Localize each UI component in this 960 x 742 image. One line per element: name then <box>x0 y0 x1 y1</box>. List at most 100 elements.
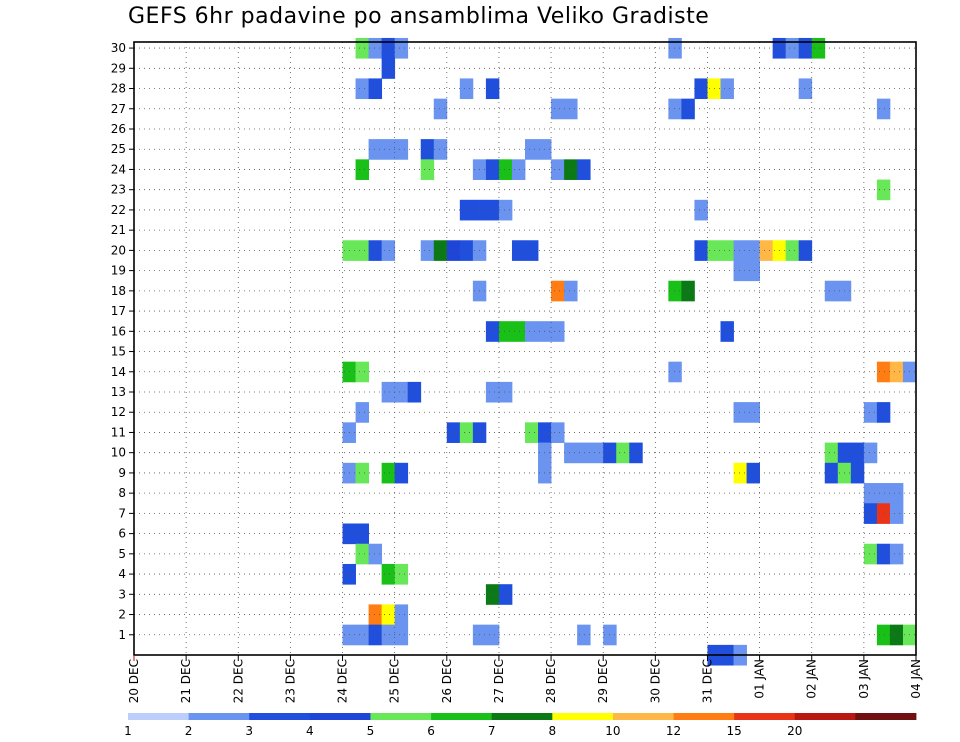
heatmap-cell <box>798 240 813 261</box>
heatmap-cell <box>498 584 513 605</box>
y-tick-label: 5 <box>118 547 126 561</box>
heatmap-cell <box>394 37 409 59</box>
heatmap-cell <box>876 98 891 120</box>
heatmap-cell <box>629 442 643 464</box>
heatmap-cell <box>394 139 409 160</box>
heatmap-cell <box>694 199 708 221</box>
heatmap-cell <box>368 604 383 626</box>
heatmap-cell <box>355 523 369 545</box>
heatmap-cell <box>876 361 891 383</box>
heatmap-cell <box>485 199 500 221</box>
y-tick-label: 25 <box>111 142 126 156</box>
heatmap-cell <box>368 624 383 646</box>
heatmap-cell <box>525 422 539 443</box>
heatmap-cell <box>668 37 682 59</box>
heatmap-cell <box>863 483 878 504</box>
y-tick-label: 11 <box>111 425 126 439</box>
y-tick-label: 10 <box>111 446 126 460</box>
x-tick-label: 03 JAN <box>857 659 871 699</box>
heatmap-cell <box>525 139 539 160</box>
heatmap-cell <box>746 402 760 423</box>
y-tick-label: 4 <box>118 567 126 581</box>
heatmap-cell <box>785 37 800 59</box>
x-tick-label: 28 DEC <box>544 659 558 703</box>
heatmap-cell <box>420 159 435 180</box>
heatmap-cell <box>746 240 760 261</box>
heatmap-cell <box>564 280 578 302</box>
colorbar-label: 4 <box>306 724 314 738</box>
heatmap-cell <box>876 624 891 646</box>
colorbar-label: 12 <box>666 724 681 738</box>
heatmap-cell <box>863 543 878 565</box>
heatmap-cell <box>889 483 904 504</box>
colorbar-swatch <box>673 713 735 720</box>
heatmap-cell <box>498 159 513 180</box>
heatmap-cell <box>459 78 474 100</box>
heatmap-cell <box>863 402 878 423</box>
y-tick-label: 12 <box>111 405 126 419</box>
heatmap-cell <box>590 442 604 464</box>
heatmap-cell <box>720 240 734 261</box>
y-tick-label: 7 <box>118 506 126 520</box>
heatmap-cell <box>485 159 500 180</box>
heatmap-cell <box>746 462 760 484</box>
heatmap-cell <box>746 260 760 282</box>
heatmap-cell <box>368 139 383 160</box>
heatmap-cell <box>446 240 461 261</box>
heatmap-cell <box>368 543 383 565</box>
heatmap-cell <box>394 563 409 585</box>
heatmap-cell <box>733 462 747 484</box>
heatmap-cell <box>381 604 396 626</box>
heatmap-cell <box>355 240 369 261</box>
heatmap-cell <box>759 240 774 261</box>
plot-frame <box>133 41 917 656</box>
colorbar-swatch <box>249 713 311 720</box>
y-tick-label: 24 <box>111 162 126 176</box>
colorbar-label: 8 <box>548 724 556 738</box>
heatmap-cell <box>720 78 734 100</box>
colorbar-swatch <box>128 713 190 720</box>
y-tick-label: 13 <box>111 385 126 399</box>
heatmap-cell <box>381 624 396 646</box>
heatmap-cell <box>889 624 904 646</box>
heatmap-cell <box>824 442 839 464</box>
heatmap-cell <box>577 624 591 646</box>
x-tick-label: 22 DEC <box>231 659 245 703</box>
heatmap-cell <box>394 381 409 403</box>
y-tick-label: 30 <box>111 41 126 55</box>
x-tick-label: 29 DEC <box>596 659 610 703</box>
heatmap-cell <box>381 381 396 403</box>
y-tick-label: 22 <box>111 203 126 217</box>
x-tick-label: 02 JAN <box>805 659 819 699</box>
colorbar-label: 5 <box>367 724 375 738</box>
heatmap-cell <box>485 321 500 342</box>
colorbar-label: 20 <box>787 724 802 738</box>
heatmap-cell <box>485 78 500 100</box>
colorbar-label: 3 <box>245 724 253 738</box>
heatmap-cell <box>720 321 734 342</box>
heatmap-cell <box>811 37 826 59</box>
y-tick-label: 6 <box>118 527 126 541</box>
heatmap-cell <box>381 139 396 160</box>
colorbar-swatch <box>734 713 796 720</box>
heatmap-cell <box>876 402 891 423</box>
heatmap-cell <box>850 442 865 464</box>
heatmap-cell <box>551 422 565 443</box>
y-tick-label: 21 <box>111 223 126 237</box>
colorbar-label: 6 <box>427 724 435 738</box>
heatmap-cell <box>694 240 708 261</box>
y-tick-label: 2 <box>118 608 126 622</box>
heatmap-cell <box>433 139 448 160</box>
colorbar-label: 7 <box>488 724 496 738</box>
colorbar-label: 1 <box>124 724 132 738</box>
heatmap-cell <box>420 139 435 160</box>
heatmap-cell <box>668 280 682 302</box>
heatmap-cell <box>355 37 369 59</box>
heatmap-cell <box>551 321 565 342</box>
chart-title: GEFS 6hr padavine po ansamblima Veliko G… <box>128 4 710 29</box>
heatmap-cell <box>446 422 461 443</box>
heatmap-cell <box>485 584 500 605</box>
x-tick-label: 04 JAN <box>909 659 923 699</box>
colorbar-label: 15 <box>727 724 742 738</box>
heatmap-cell <box>733 240 747 261</box>
